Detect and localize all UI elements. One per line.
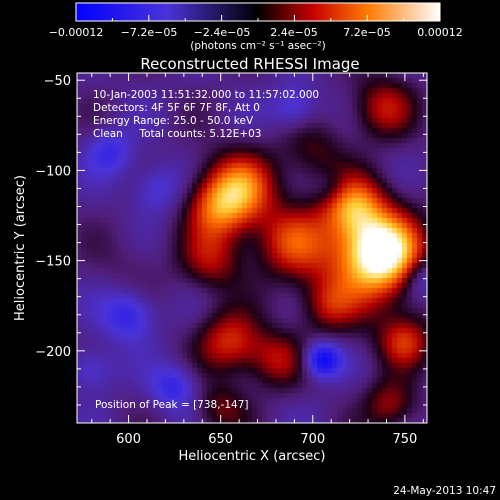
heatmap-frame [77, 73, 427, 423]
x-tick-label-650: 650 [208, 432, 233, 447]
annotation-detectors: Detectors: 4F 5F 6F 7F 8F, Att 0 [93, 102, 260, 114]
colorbar-tick-label-0: −0.00012 [49, 26, 104, 39]
colorbar-units: (photons cm⁻² s⁻¹ asec⁻²) [190, 40, 325, 52]
y-tick-label-150: −150 [35, 255, 71, 270]
heatmap-image [77, 73, 427, 423]
colorbar-tick-label-3: 2.4e−05 [270, 26, 317, 39]
colorbar-tick-label-1: −7.2e−05 [121, 26, 178, 39]
x-axis-ticks [91, 73, 424, 423]
colorbar-tick-label-5: 0.00012 [417, 26, 463, 39]
y-axis-tick-labels: −50 −100 −150 −200 [35, 74, 71, 360]
x-tick-label-600: 600 [116, 432, 141, 447]
y-axis-ticks [77, 79, 427, 406]
annotation-clean-counts: Clean Total counts: 5.12E+03 [93, 128, 262, 140]
y-tick-label-50: −50 [44, 74, 71, 89]
y-tick-label-100: −100 [35, 164, 71, 179]
annotation-time-range: 10-Jan-2003 11:51:32.000 to 11:57:02.000 [93, 89, 319, 101]
colorbar-ticks [75, 15, 441, 21]
colorbar-tick-label-2: −2.4e−05 [194, 26, 251, 39]
plot-border [76, 72, 428, 424]
y-axis-label: Heliocentric Y (arcsec) [13, 175, 28, 321]
annotation-energy-range: Energy Range: 25.0 - 50.0 keV [93, 115, 254, 127]
x-axis-label: Heliocentric X (arcsec) [179, 449, 326, 464]
footer-date: 24-May-2013 10:47 [393, 485, 496, 497]
x-tick-label-750: 750 [392, 432, 417, 447]
chart-title: Reconstructed RHESSI Image [140, 55, 359, 73]
x-tick-label-700: 700 [300, 432, 325, 447]
x-axis-tick-labels: 600 650 700 750 [116, 432, 417, 447]
y-tick-label-200: −200 [35, 345, 71, 360]
peak-position-label: Position of Peak = [738,-147] [95, 399, 249, 411]
colorbar-tick-label-4: 7.2e−05 [343, 26, 390, 39]
